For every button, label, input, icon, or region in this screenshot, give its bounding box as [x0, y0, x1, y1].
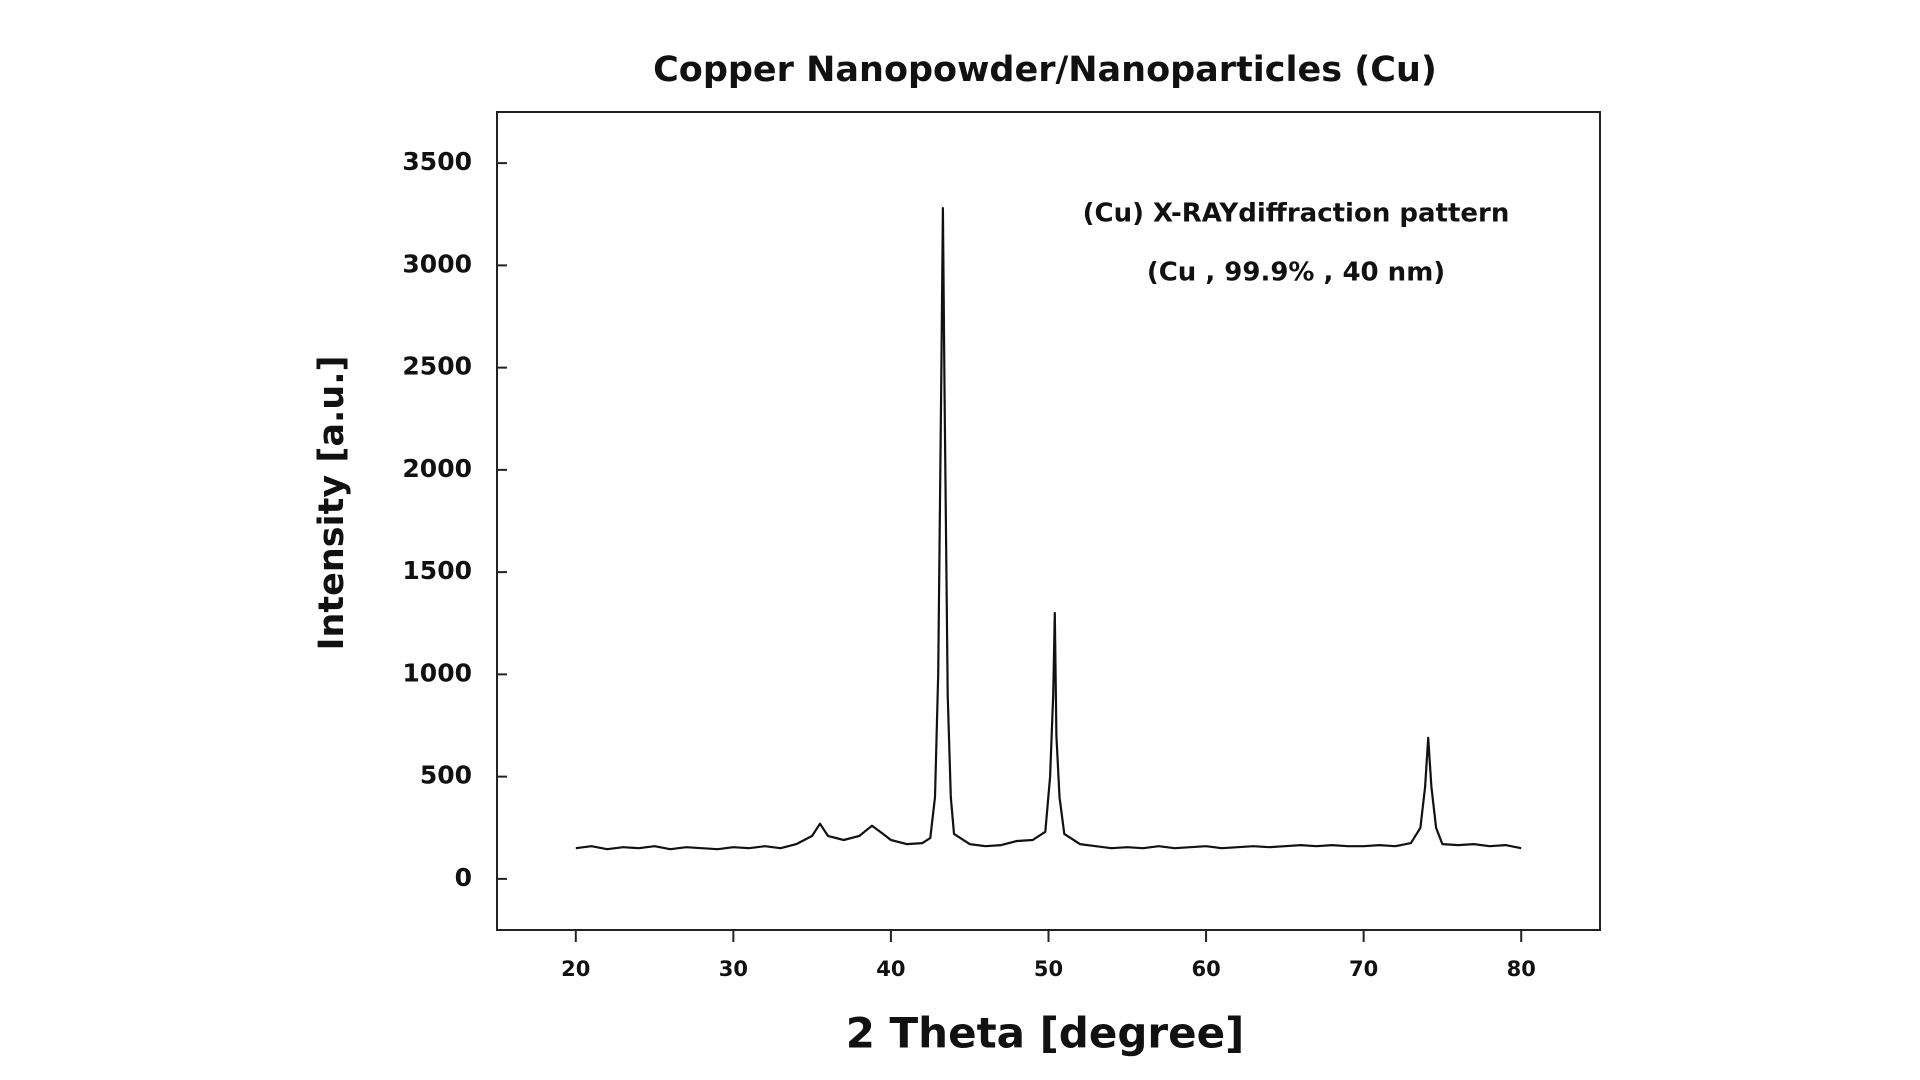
data-line	[575, 207, 1522, 851]
x-tick-label: 80	[1507, 957, 1536, 981]
x-tick-label: 50	[1034, 957, 1063, 981]
y-tick-label: 2500	[402, 352, 472, 381]
x-tick-label: 40	[876, 957, 905, 981]
x-tick-label: 30	[719, 957, 748, 981]
x-tick-label: 60	[1191, 957, 1220, 981]
y-tick-label: 1000	[402, 658, 472, 687]
y-tick-label: 3500	[402, 147, 472, 176]
chart-title: Copper Nanopowder/Nanoparticles (Cu)	[653, 50, 1437, 90]
annotation: (Cu , 99.9% , 40 nm)	[1147, 258, 1445, 288]
y-tick-label: 0	[455, 863, 472, 892]
x-tick-label: 20	[561, 957, 590, 981]
y-tick-label: 2000	[402, 454, 472, 483]
x-axis-label: 2 Theta [degree]	[846, 1009, 1245, 1058]
x-tick-label: 70	[1349, 957, 1378, 981]
y-tick-label: 500	[420, 761, 472, 790]
y-tick-label: 3000	[402, 249, 472, 278]
y-tick-label: 1500	[402, 556, 472, 585]
y-axis-label: Intensity [a.u.]	[312, 355, 352, 650]
annotation: (Cu) X-RAYdiffraction pattern	[1083, 199, 1510, 229]
